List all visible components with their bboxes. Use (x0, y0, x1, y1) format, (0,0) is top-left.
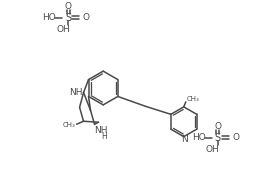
Text: O: O (232, 133, 239, 142)
Text: S: S (214, 133, 221, 143)
Text: CH₃: CH₃ (62, 122, 75, 128)
Text: NH: NH (94, 126, 107, 135)
Text: S: S (65, 13, 71, 22)
Text: O: O (214, 122, 221, 131)
Text: NH: NH (69, 88, 82, 97)
Text: O: O (83, 13, 90, 22)
Text: HO: HO (43, 13, 56, 22)
Text: CH₃: CH₃ (187, 96, 200, 102)
Text: N: N (181, 135, 188, 144)
Text: OH: OH (206, 145, 219, 154)
Text: OH: OH (57, 25, 70, 34)
Text: HO: HO (192, 133, 206, 142)
Text: H: H (102, 132, 107, 141)
Text: O: O (65, 2, 72, 11)
